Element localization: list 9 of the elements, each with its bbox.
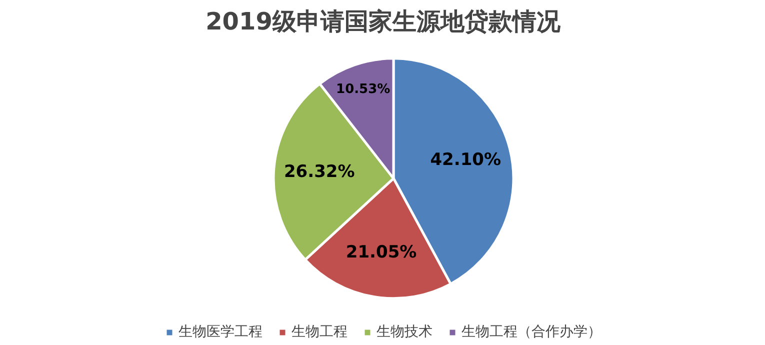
- data-label: 42.10%: [430, 150, 502, 170]
- chart-title: 2019级申请国家生源地贷款情况: [206, 8, 562, 36]
- legend-label: 生物工程: [292, 323, 348, 341]
- data-label: 26.32%: [284, 162, 355, 182]
- legend-label: 生物技术: [376, 323, 432, 341]
- data-label: 21.05%: [346, 242, 417, 262]
- legend-label: 生物工程（合作办学）: [462, 323, 602, 341]
- data-label: 10.53%: [336, 82, 390, 97]
- legend-label: 生物医学工程: [178, 323, 262, 341]
